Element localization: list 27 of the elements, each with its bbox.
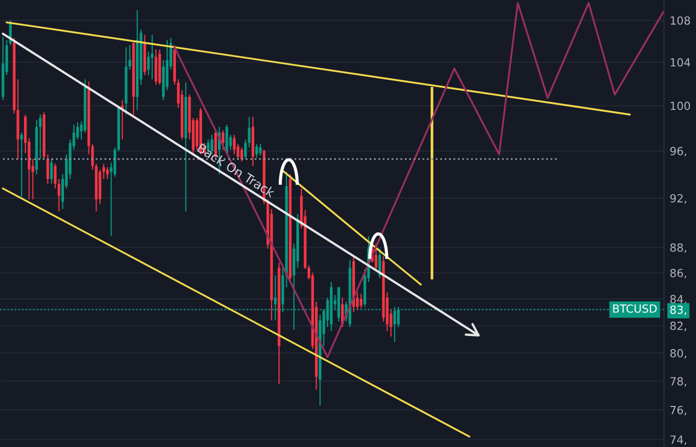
y-tick-label: 104 bbox=[670, 58, 690, 67]
candlestick bbox=[360, 293, 362, 309]
y-tick-label: 82, bbox=[670, 322, 686, 332]
line-series bbox=[174, 2, 664, 358]
candlestick bbox=[150, 34, 154, 80]
candlestick bbox=[374, 243, 378, 270]
candlestick bbox=[128, 44, 132, 70]
candlestick bbox=[341, 297, 344, 328]
y-tick-label: 108 bbox=[670, 16, 690, 25]
y-tick-label: 86, bbox=[670, 268, 686, 278]
y-tick-label: 74, bbox=[670, 436, 686, 445]
y-tick-label: 88, bbox=[670, 243, 686, 253]
y-tick-label: 83, bbox=[670, 306, 686, 316]
candlestick bbox=[50, 158, 53, 184]
candlestick bbox=[20, 132, 23, 198]
y-tick-label: 76, bbox=[670, 406, 686, 416]
y-tick-label: 84, bbox=[670, 294, 686, 304]
y-tick-label: 100 bbox=[670, 102, 690, 110]
ref-line-label: BTCUSD bbox=[613, 304, 657, 313]
y-tick-label: 92, bbox=[670, 194, 686, 204]
candlestick bbox=[255, 143, 258, 158]
y-tick-label: 78, bbox=[670, 377, 686, 387]
candlestick bbox=[393, 306, 396, 343]
y-tick-label: 80, bbox=[670, 349, 686, 359]
y-tick-label: 96, bbox=[670, 146, 686, 156]
candlestick bbox=[106, 166, 109, 180]
candlestick bbox=[232, 134, 236, 155]
